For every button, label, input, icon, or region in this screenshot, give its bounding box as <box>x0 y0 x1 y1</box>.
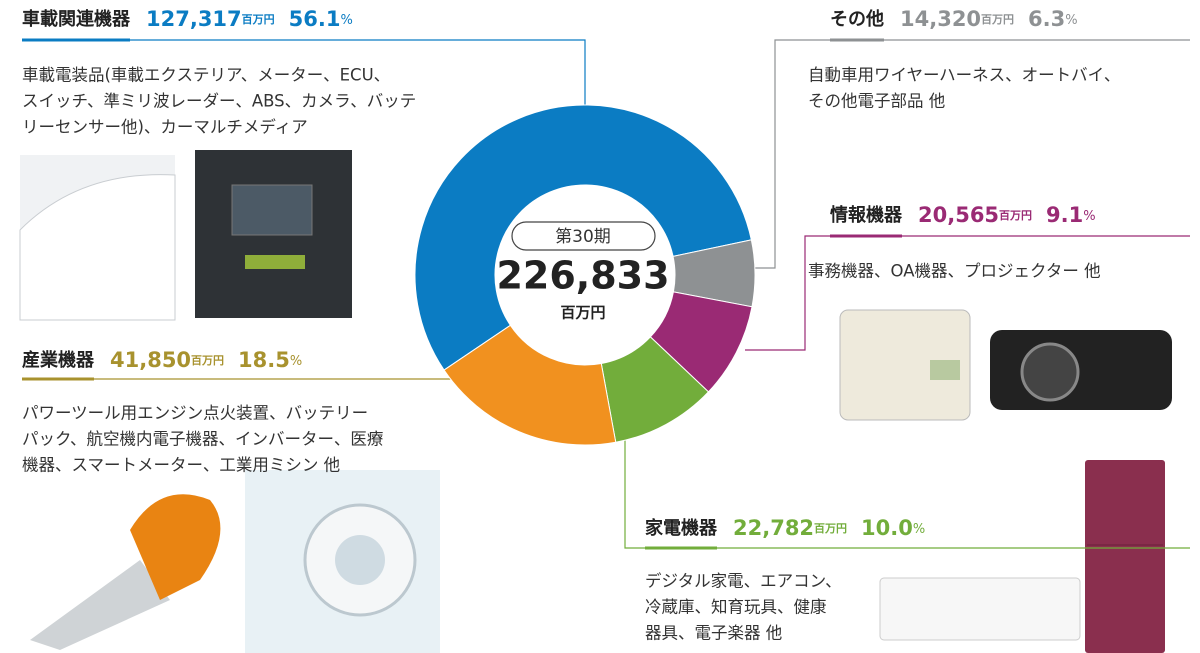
segment-share: 10.0 <box>861 516 913 540</box>
segment-share-unit: % <box>913 522 925 537</box>
total-unit: 百万円 <box>560 304 605 322</box>
segment-heading: 産業機器 41,850百万円 18.5% <box>22 348 302 372</box>
chart: 第30期 226,833 百万円 車載関連機器127,317百万円56.1%車載… <box>0 0 1200 653</box>
projector-lens <box>1022 344 1078 400</box>
segment-heading: その他 14,320百万円 6.3% <box>830 7 1078 31</box>
category-name: 家電機器 <box>645 517 718 539</box>
segment-heading: 車載関連機器 127,317百万円 56.1% <box>22 7 353 31</box>
dashboard-display <box>245 255 305 269</box>
segment-unit: 百万円 <box>981 13 1014 26</box>
segment-unit: 百万円 <box>242 13 275 26</box>
segment-share: 6.3 <box>1028 7 1065 31</box>
dashboard-screen <box>232 185 312 235</box>
mri-bore <box>335 535 385 585</box>
projector-image <box>990 330 1172 410</box>
category-name: 産業機器 <box>22 349 95 371</box>
segment-description: 車載電装品(車載エクステリア、メーター、ECU、 <box>22 66 390 85</box>
segment-share-unit: % <box>340 13 352 28</box>
segment-description: 自動車用ワイヤーハーネス、オートバイ、 <box>808 66 1120 85</box>
segment-heading: 家電機器 22,782百万円 10.0% <box>645 516 925 540</box>
segment-description: リーセンサー他)、カーマルチメディア <box>22 117 308 137</box>
segment-description: 事務機器、OA機器、プロジェクター 他 <box>808 262 1101 281</box>
segment-share: 18.5 <box>238 348 290 372</box>
segment-description: 機器、スマートメーター、工業用ミシン 他 <box>22 456 340 475</box>
segment-share-unit: % <box>1065 13 1077 28</box>
fax-screen <box>930 360 960 380</box>
segment-share-unit: % <box>290 354 302 369</box>
segment-value: 20,565 <box>918 203 999 227</box>
period-label: 第30期 <box>555 227 611 247</box>
segment-description: スイッチ、準ミリ波レーダー、ABS、カメラ、バッテ <box>22 92 416 111</box>
segment-share-unit: % <box>1083 209 1095 224</box>
segment-description: 器具、電子楽器 他 <box>645 624 782 643</box>
segment-unit: 百万円 <box>999 209 1032 222</box>
category-name: その他 <box>830 8 884 30</box>
segment-value: 41,850 <box>110 348 191 372</box>
category-name: 車載関連機器 <box>22 8 131 30</box>
segment-value: 14,320 <box>900 7 981 31</box>
total-value: 226,833 <box>496 254 669 298</box>
segment-share: 9.1 <box>1046 203 1083 227</box>
segment-description: その他電子部品 他 <box>808 92 945 111</box>
segment-description: パワーツール用エンジン点火装置、バッテリー <box>22 404 368 423</box>
segment-value: 22,782 <box>733 516 814 540</box>
segment-heading: 情報機器 20,565百万円 9.1% <box>830 203 1096 227</box>
segment-description: 冷蔵庫、知育玩具、健康 <box>645 598 827 617</box>
fridge-image <box>1085 460 1165 653</box>
aircon-image <box>880 578 1080 640</box>
segment-share: 56.1 <box>289 7 341 31</box>
segment-value: 127,317 <box>146 7 242 31</box>
segment-unit: 百万円 <box>814 522 847 535</box>
segment-description: デジタル家電、エアコン、 <box>645 571 842 591</box>
category-name: 情報機器 <box>830 204 903 226</box>
segment-unit: 百万円 <box>191 354 224 367</box>
segment-description: パック、航空機内電子機器、インバーター、医療 <box>22 430 383 449</box>
